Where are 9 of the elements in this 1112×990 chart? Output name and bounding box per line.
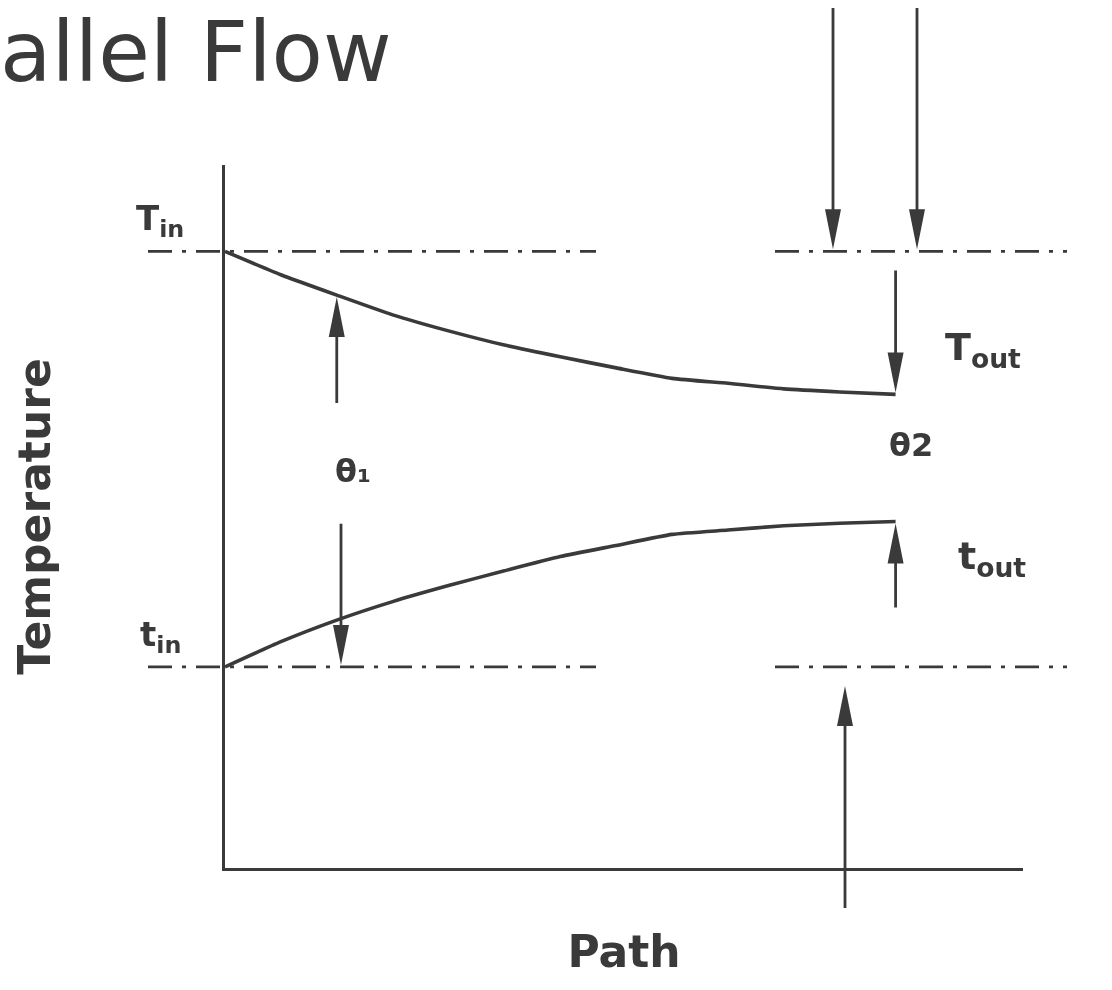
annotation: θ2 xyxy=(889,426,934,464)
y-axis-title: Temperature xyxy=(9,358,61,675)
ref-line-label: T$_{in}$ xyxy=(136,198,185,244)
chart-title: allel Flow xyxy=(0,2,392,101)
x-axis-title: Path xyxy=(567,925,681,977)
annotation: θ₁ xyxy=(335,452,371,490)
text: T$_{out}$ xyxy=(945,325,1022,374)
text: t$_{out}$ xyxy=(958,534,1027,583)
ref-line-label: t$_{in}$ xyxy=(140,614,182,660)
